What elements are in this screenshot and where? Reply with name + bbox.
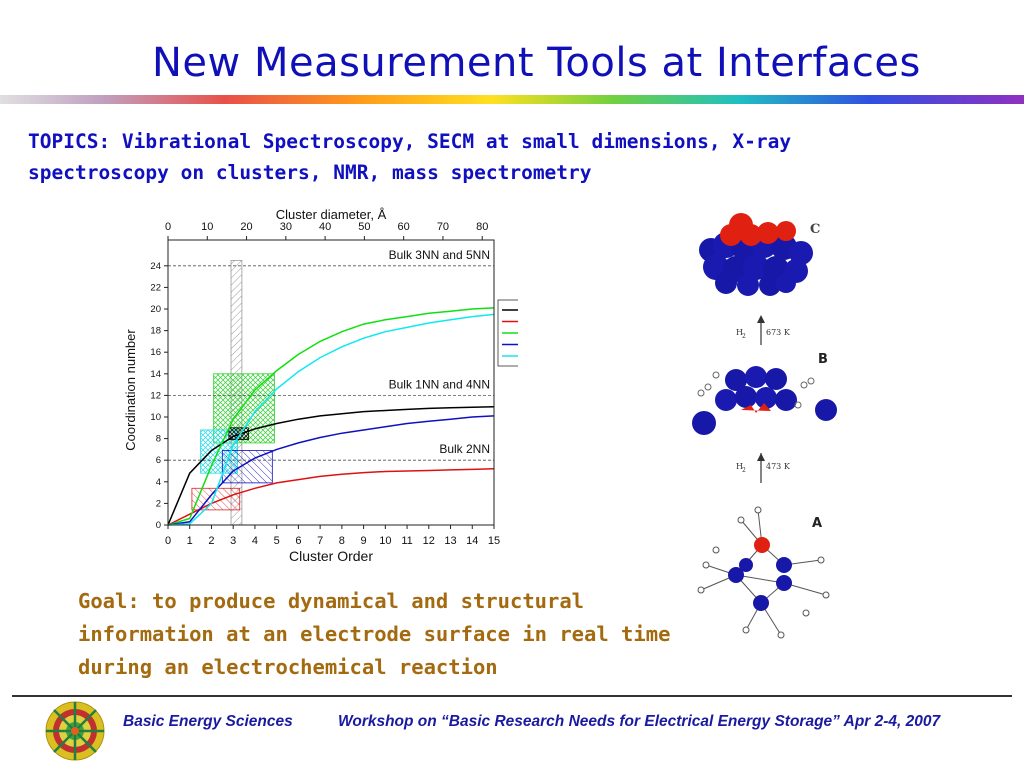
svg-text:H: H (736, 328, 743, 337)
topics-text: TOPICS: Vibrational Spectroscopy, SECM a… (28, 130, 792, 184)
plot-frame (167, 239, 495, 526)
y-tick-label: 14 (150, 369, 161, 380)
x-tick-label: 10 (379, 535, 391, 547)
y-tick-label: 12 (150, 390, 161, 401)
x-tick-label: 12 (423, 535, 435, 547)
x-tick-label: 11 (401, 535, 412, 547)
x-tick-label: 15 (488, 535, 500, 547)
x-tick-label: 9 (361, 535, 367, 547)
x2-axis-label: Cluster diameter, Å (276, 207, 387, 222)
label-a: A (812, 516, 822, 531)
y-tick-label: 8 (156, 434, 161, 445)
y-tick-label: 22 (150, 282, 161, 293)
x-tick-label: 4 (252, 535, 258, 547)
x-tick-label: 5 (274, 535, 280, 547)
x2-tick-label: 50 (358, 221, 370, 233)
svg-text:2: 2 (742, 333, 746, 340)
label-b: B (818, 352, 828, 367)
x2-tick-label: 20 (240, 221, 252, 233)
slide-title: New Measurement Tools at Interfaces (152, 40, 921, 86)
reference-label: Bulk 3NN and 5NN (389, 248, 490, 262)
x2-tick-label: 70 (437, 221, 449, 233)
svg-text:473 K: 473 K (766, 462, 791, 471)
x2-tick-label: 0 (165, 221, 171, 233)
series-line-3nn (167, 307, 495, 526)
footer-left-text: Basic Energy Sciences (123, 713, 293, 730)
x-tick-label: 8 (339, 535, 345, 547)
y-axis-label: Coordination number (123, 329, 138, 451)
structure-b: B (692, 352, 837, 435)
coordination-chart: Bulk 3NN and 5NN Bulk 1NN and 4NN Bulk 2NN… (123, 207, 518, 564)
y-tick-label: 18 (150, 326, 161, 337)
x2-tick-label: 40 (319, 221, 331, 233)
x2-tick-label: 10 (201, 221, 213, 233)
x2-tick-label: 60 (398, 221, 410, 233)
footer-right-text: Workshop on “Basic Research Needs for El… (338, 713, 941, 730)
label-c: C (810, 222, 820, 237)
rainbow-divider (0, 95, 1024, 104)
svg-text:2: 2 (742, 467, 746, 474)
y-tick-label: 6 (156, 455, 161, 466)
y-tick-label: 20 (150, 304, 161, 315)
y-tick-label: 10 (150, 412, 161, 423)
svg-text:H: H (736, 462, 743, 471)
series-line-4nn (167, 415, 495, 526)
x-tick-label: 1 (187, 535, 193, 547)
series-line-2nn (167, 468, 495, 526)
bes-logo (45, 701, 105, 761)
goal-text: Goal: to produce dynamical and structura… (78, 589, 671, 679)
x2-tick-label: 80 (476, 221, 488, 233)
arrow-h2-473: H 2 473 K (736, 453, 791, 483)
y-tick-label: 16 (150, 347, 161, 358)
reference-label: Bulk 2NN (439, 442, 490, 456)
x-tick-label: 3 (230, 535, 236, 547)
y-tick-label: 4 (156, 477, 161, 488)
y-tick-label: 0 (156, 520, 161, 531)
x-tick-label: 13 (444, 535, 456, 547)
reference-label: Bulk 1NN and 4NN (389, 377, 490, 391)
svg-text:673 K: 673 K (766, 328, 791, 337)
highlight-region (221, 450, 273, 484)
series-line-5nn (167, 313, 495, 526)
y-tick-label: 2 (156, 498, 161, 509)
x-tick-label: 6 (295, 535, 301, 547)
x2-tick-label: 30 (280, 221, 292, 233)
x-tick-label: 7 (317, 535, 323, 547)
x-tick-label: 0 (165, 535, 171, 547)
footer-divider (12, 695, 1012, 697)
cluster-structures-figure: C H 2 673 K B H 2 473 K (692, 213, 837, 639)
arrow-h2-673: H 2 673 K (736, 315, 791, 345)
x-tick-label: 2 (208, 535, 214, 547)
y-tick-label: 24 (150, 261, 161, 272)
x-axis-label: Cluster Order (289, 548, 373, 564)
structure-a: A (697, 506, 830, 639)
x-tick-label: 14 (466, 535, 478, 547)
structure-c: C (699, 213, 820, 296)
